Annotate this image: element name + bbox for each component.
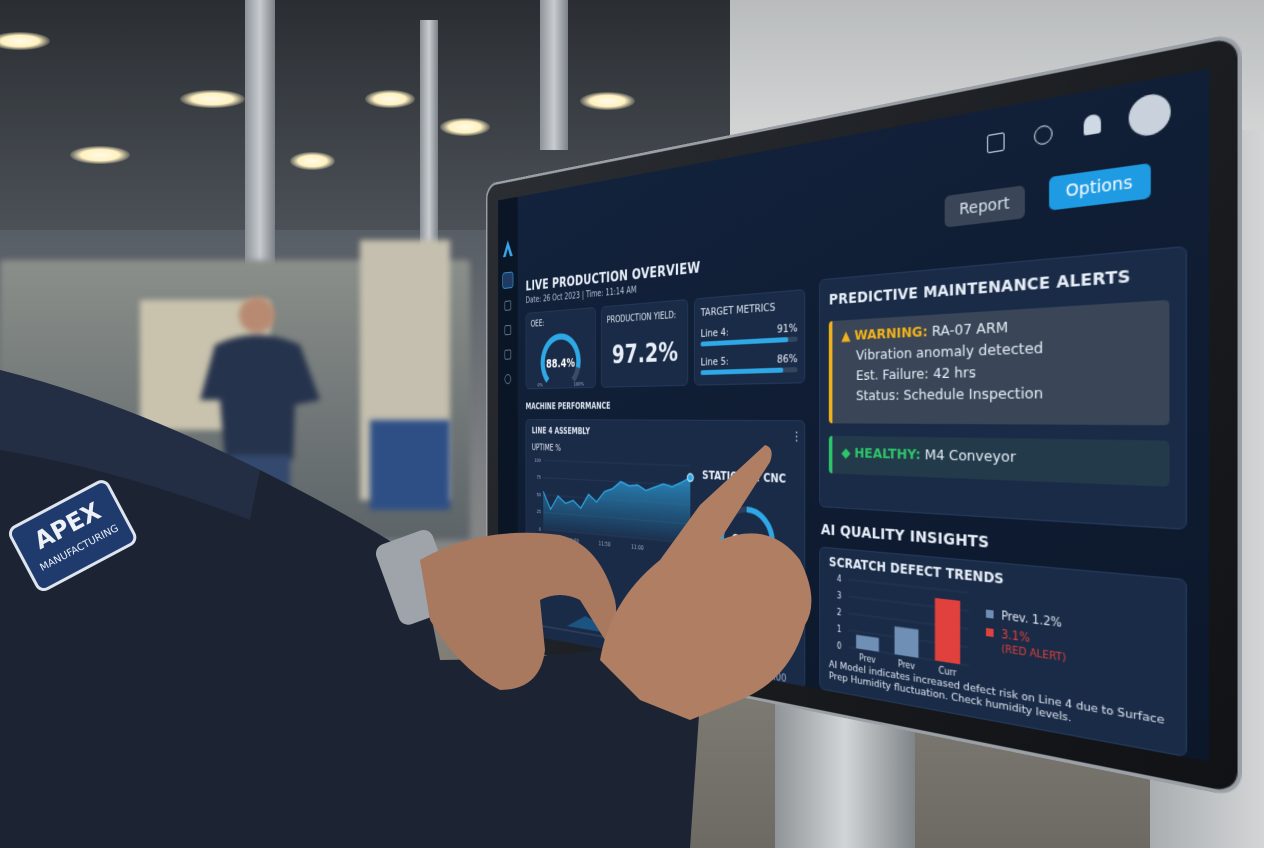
pipe	[540, 0, 568, 150]
oee-card: OEE: 88.4% 0% 100%	[525, 306, 596, 391]
uptime-label: UPTIME %	[531, 443, 561, 454]
station5-bar	[758, 619, 764, 665]
yield-card: PRODUCTION YIELD: 97.2%	[601, 299, 689, 388]
ceiling-light	[365, 90, 415, 108]
bar	[894, 626, 919, 658]
y-tick-label: 4	[837, 574, 842, 585]
target-label: Line 4:	[700, 325, 729, 340]
ceiling-light	[440, 118, 490, 136]
ceiling-light	[580, 92, 635, 110]
legend-label: 3.1%	[1001, 627, 1030, 645]
station5-area	[566, 600, 716, 652]
x-tick-label: Prev	[898, 659, 915, 672]
gauge-value-label: 88.4%	[546, 355, 575, 371]
sidebar-icon-active[interactable]	[502, 271, 514, 290]
y-tick-label: 0	[539, 527, 541, 533]
target-label: Line 5:	[700, 354, 729, 369]
x-tick-label: 10:00	[567, 538, 579, 546]
bar	[934, 597, 961, 665]
quality-title: AI QUALITY INSIGHTS	[820, 521, 990, 553]
targets-card: TARGET METRICS Line 4: 91% Line 5: 86%	[693, 288, 806, 386]
y-tick-label: 25	[537, 509, 541, 515]
y-tick-label: 3	[837, 591, 842, 602]
ceiling-light	[180, 90, 245, 108]
notification-icon[interactable]	[1083, 113, 1101, 136]
background-worker	[200, 297, 320, 550]
y-tick-label: 0	[837, 641, 842, 652]
logo	[502, 239, 513, 258]
machine	[370, 420, 450, 510]
uptime-endpoint	[687, 474, 693, 482]
x-tick-label: 11:50	[599, 541, 611, 549]
legend-swatch	[985, 609, 994, 619]
x-tick-label: Prev	[859, 653, 875, 666]
ring-label: 92%	[732, 532, 762, 553]
legend-label: Prev. 1.2%	[1001, 608, 1062, 630]
healthy-asset: M4 Conveyor	[924, 447, 1016, 467]
y-tick-label: 50	[537, 492, 541, 498]
maintenance-title: PREDICTIVE MAINTENANCE ALERTS	[828, 267, 1131, 309]
yield-label: PRODUCTION YIELD:	[606, 310, 677, 326]
target-rows: Line 4: 91% Line 5: 86%	[695, 290, 805, 376]
report-button[interactable]: Report	[944, 185, 1026, 228]
ceiling-light	[290, 152, 335, 170]
defect-panel: SCRATCH DEFECT TRENDS 0 1 2 3 4 Prev Prev Curr P…	[819, 546, 1187, 758]
worker-legs	[230, 455, 290, 550]
sidebar-icon[interactable]	[504, 300, 512, 311]
avatar[interactable]	[1128, 91, 1171, 139]
target-value: 86%	[777, 351, 798, 366]
ceiling-light	[70, 146, 130, 164]
target-value: 91%	[777, 321, 798, 336]
monitor: Report Options LIVE PRODUCTION OVERVIEW …	[487, 36, 1238, 794]
pipe	[420, 20, 438, 280]
gauge-min: 0%	[538, 382, 544, 388]
logo-mark	[502, 239, 513, 258]
gauge-max: 100%	[574, 381, 585, 388]
worker-head	[239, 297, 275, 333]
y-tick-label: 1	[837, 624, 842, 635]
pipe	[245, 0, 275, 300]
y-tick-label: 75	[537, 475, 541, 481]
worker-body	[200, 335, 320, 460]
panel-menu[interactable]: ⋮	[791, 429, 802, 444]
station3-ring: 92%	[708, 490, 787, 596]
x-tick-label: 08:00	[538, 535, 549, 542]
defect-chart: 0 1 2 3 4 Prev Prev Curr Prev. 1.2%3.1%(RED ALER…	[837, 574, 1067, 679]
grid-line	[543, 460, 690, 466]
sidebar	[498, 196, 518, 634]
targets-title: TARGET METRICS	[700, 300, 776, 319]
x-tick-label: 11:00	[631, 544, 644, 552]
warning-icon: ▲	[841, 328, 855, 345]
uptime-chart: 0 25 50 75 100 08:00 10:00 11:50 11:00	[534, 458, 698, 552]
healthy-icon: ◆	[841, 445, 855, 462]
ceiling-light	[0, 32, 50, 50]
top-icon[interactable]	[1033, 123, 1053, 147]
y-tick-label: 100	[534, 458, 541, 464]
sidebar-icon[interactable]	[504, 324, 512, 336]
line4-panel: LINE 4 ASSEMBLY ⋮ UPTIME % 0 25 50 75 100 08:…	[525, 419, 806, 689]
line4-title: LINE 4 ASSEMBLY	[531, 426, 590, 437]
x-tick-label: Curr	[939, 665, 957, 679]
legend-swatch	[985, 627, 994, 638]
legend-note: (RED ALERT)	[1001, 642, 1066, 664]
warning-alert[interactable]: ▲ WARNING: RA-07 ARM Vibration anomaly d…	[828, 299, 1170, 426]
target-bar	[700, 367, 784, 376]
warning-asset: RA-07 ARM	[931, 319, 1009, 341]
options-button[interactable]: Options	[1049, 162, 1151, 211]
dashboard-screen: Report Options LIVE PRODUCTION OVERVIEW …	[498, 68, 1210, 762]
top-icon[interactable]	[987, 132, 1005, 154]
healthy-alert[interactable]: ◆ HEALTHY: M4 Conveyor	[828, 435, 1170, 487]
healthy-tag: HEALTHY:	[854, 445, 921, 464]
performance-title: MACHINE PERFORMANCE	[525, 401, 611, 412]
y-tick-label: 2	[837, 607, 842, 618]
yield-value: 97.2%	[611, 336, 679, 370]
station3-label: STATION 3: CNC	[702, 468, 786, 486]
bar	[856, 634, 879, 652]
maintenance-panel: PREDICTIVE MAINTENANCE ALERTS ▲ WARNING:…	[819, 245, 1187, 530]
oee-gauge: 88.4% 0% 100%	[528, 319, 594, 391]
sidebar-icon[interactable]	[504, 349, 512, 360]
warning-tag: WARNING:	[854, 323, 928, 345]
